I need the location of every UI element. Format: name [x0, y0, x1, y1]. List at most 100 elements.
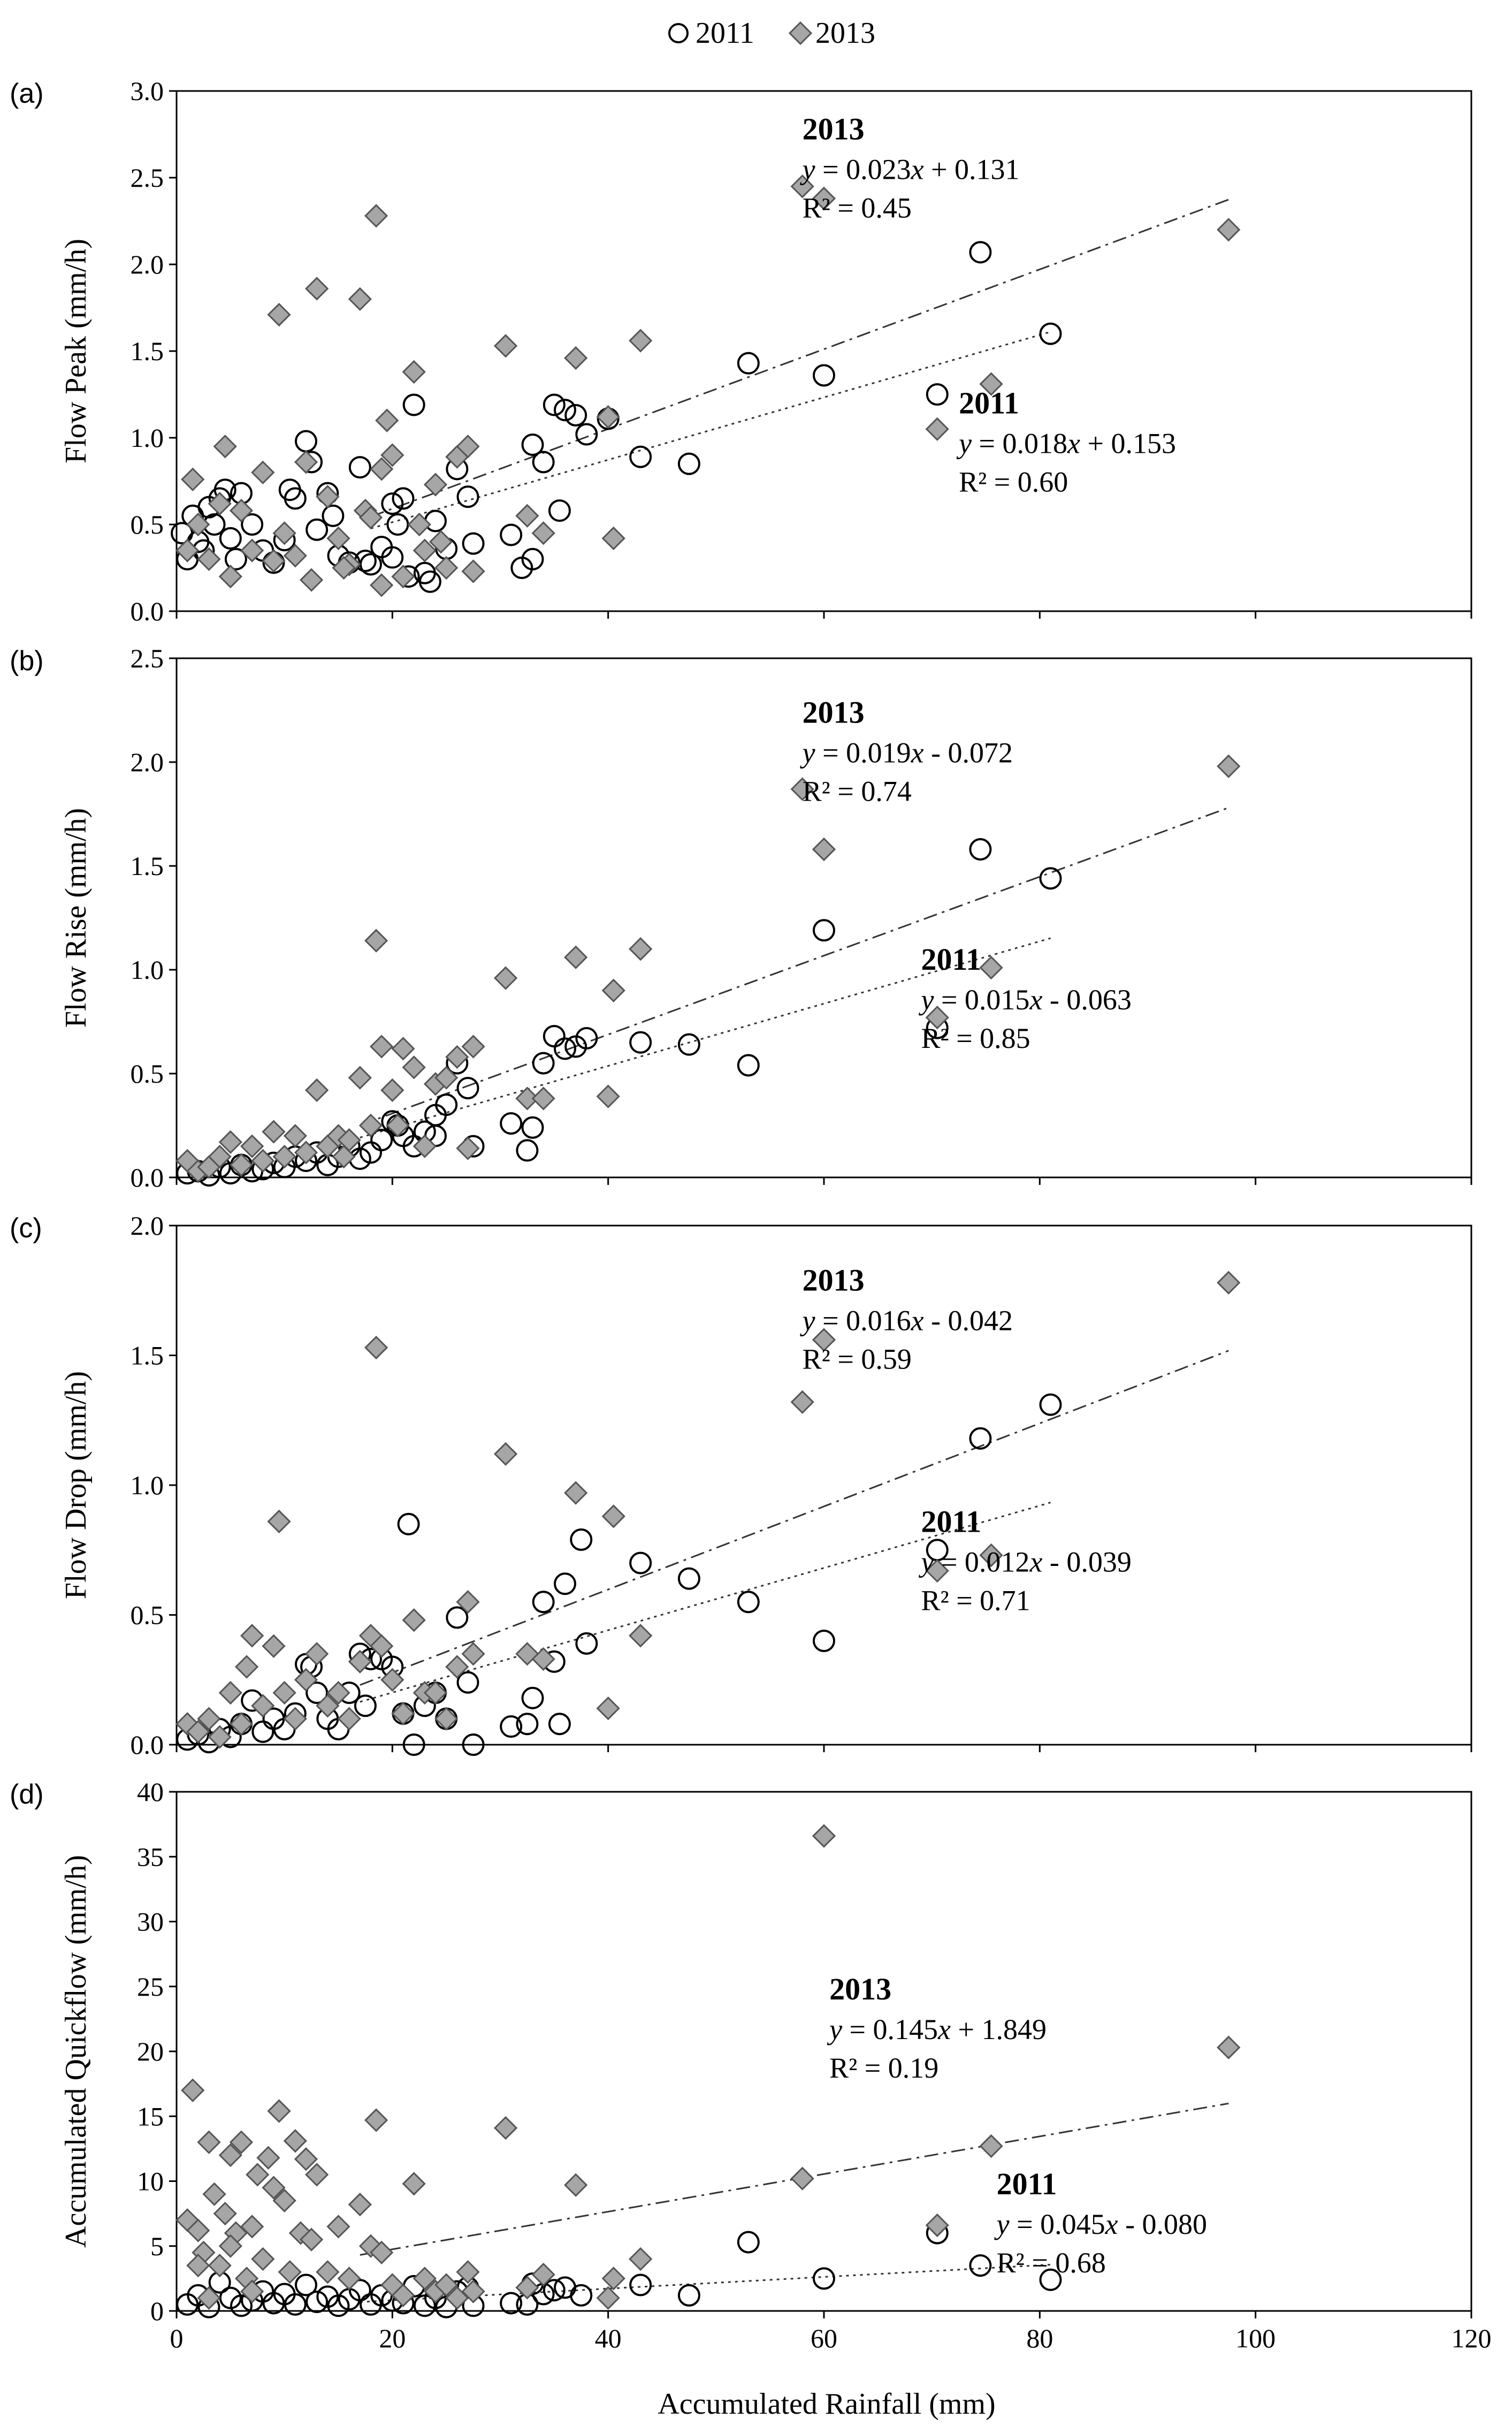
- point-2013: [925, 1558, 949, 1583]
- point-2013: [925, 1006, 949, 1030]
- legend: 2011 2013: [668, 17, 875, 50]
- y-tick-label: 1.5: [131, 1341, 164, 1371]
- annotation-title-2011: 2011: [997, 2166, 1057, 2201]
- point-2011: [813, 364, 835, 387]
- point-2011: [737, 1591, 760, 1614]
- panel-label: (b): [10, 645, 44, 676]
- annotation-r2-2011: R² = 0.71: [921, 1584, 1030, 1616]
- y-tick-label: 1.0: [131, 955, 164, 985]
- point-2013: [246, 2163, 270, 2187]
- point-2013: [186, 1720, 210, 1744]
- point-2011: [284, 2293, 307, 2316]
- point-2013: [596, 1084, 620, 1108]
- point-2013: [272, 2188, 296, 2212]
- point-2011: [677, 2284, 700, 2307]
- point-2013: [218, 2234, 242, 2258]
- panel-2: (c) Flow Drop (mm/h) 0.0 0.5 1.0 1.5 2.0 2013 y …: [10, 1211, 1472, 1760]
- point-2013: [413, 1134, 437, 1158]
- point-2013: [925, 417, 949, 441]
- point-2013: [1217, 754, 1241, 778]
- point-2011: [462, 532, 485, 555]
- point-2013: [493, 966, 518, 990]
- point-2013: [218, 1680, 242, 1705]
- point-2013: [456, 1590, 480, 1614]
- point-2013: [434, 1066, 459, 1090]
- point-2011: [306, 2291, 329, 2314]
- point-2013: [402, 1055, 426, 1079]
- y-tick-label: 1.0: [131, 423, 164, 453]
- point-2011: [677, 1033, 700, 1056]
- y-tick-label: 0.5: [131, 1600, 164, 1630]
- point-2013: [305, 277, 329, 301]
- point-2013: [979, 2134, 1003, 2158]
- point-2011: [424, 509, 447, 533]
- plot-frame: [175, 1791, 1472, 2312]
- panel-label: (c): [10, 1213, 42, 1244]
- point-2011: [1039, 2268, 1062, 2291]
- point-2013: [348, 287, 372, 311]
- x-tick-label: 40: [595, 2323, 622, 2353]
- point-2011: [969, 1427, 992, 1450]
- x-tick-label: 60: [811, 2323, 837, 2353]
- point-2013: [790, 1390, 814, 1414]
- point-2011: [575, 1632, 598, 1655]
- point-2013: [348, 1066, 372, 1090]
- point-2013: [213, 2202, 237, 2226]
- point-2013: [493, 334, 518, 358]
- x-tick-label: 120: [1452, 2323, 1492, 2353]
- annotation-title-2013: 2013: [803, 695, 865, 729]
- y-axis-title: Flow Peak (mm/h): [59, 239, 93, 463]
- point-2011: [554, 1037, 576, 1060]
- trendline-2013: [370, 199, 1229, 518]
- point-2013: [564, 1481, 588, 1505]
- point-2011: [224, 547, 247, 571]
- point-2013: [267, 2099, 291, 2123]
- point-2011: [348, 2279, 371, 2302]
- point-2011: [397, 1512, 420, 1535]
- panel-3: (d) Accumulated Quickflow (mm/h) 0 5 10 15 20 2…: [10, 1777, 1492, 2353]
- annotation-title-2013: 2013: [803, 112, 865, 147]
- point-2013: [413, 2267, 437, 2291]
- point-2013: [531, 1086, 555, 1111]
- point-2011: [554, 399, 576, 422]
- point-2013: [358, 1113, 383, 1138]
- point-2013: [218, 2143, 242, 2168]
- point-2011: [516, 1713, 539, 1736]
- point-2011: [969, 241, 992, 264]
- point-2013: [629, 937, 653, 961]
- point-2013: [208, 2254, 232, 2278]
- point-2013: [423, 473, 448, 497]
- point-2013: [601, 978, 625, 1002]
- legend-label-2011: 2011: [696, 17, 754, 50]
- point-2013: [272, 1145, 296, 1169]
- point-2013: [326, 2215, 350, 2239]
- point-2011: [554, 1572, 576, 1595]
- point-2011: [548, 499, 571, 522]
- point-2013: [461, 2279, 485, 2303]
- point-2013: [229, 1712, 254, 1736]
- point-2013: [601, 526, 625, 551]
- point-2013: [337, 1707, 361, 1731]
- trendline-2013: [360, 807, 1229, 1127]
- x-axis-title: Accumulated Rainfall (mm): [658, 2387, 995, 2421]
- point-2013: [515, 504, 539, 528]
- point-2011: [813, 2267, 835, 2290]
- point-2011: [1039, 1393, 1062, 1416]
- annotation-r2-2011: R² = 0.60: [959, 466, 1068, 498]
- point-2011: [402, 393, 425, 416]
- point-2011: [295, 2273, 317, 2296]
- point-2011: [500, 1715, 523, 1738]
- y-tick-label: 2.0: [131, 747, 164, 777]
- point-2013: [434, 1707, 459, 1731]
- point-2013: [445, 1655, 469, 1679]
- annotation-equation-2011: y = 0.012x - 0.039: [919, 1546, 1132, 1578]
- point-2013: [564, 945, 588, 969]
- point-2011: [500, 2292, 523, 2315]
- annotation-r2-2013: R² = 0.59: [803, 1343, 912, 1375]
- point-2013: [294, 450, 318, 474]
- point-2011: [284, 487, 307, 510]
- point-2011: [456, 1077, 479, 1100]
- point-2013: [283, 544, 307, 568]
- point-2011: [418, 570, 441, 593]
- point-2013: [299, 568, 324, 592]
